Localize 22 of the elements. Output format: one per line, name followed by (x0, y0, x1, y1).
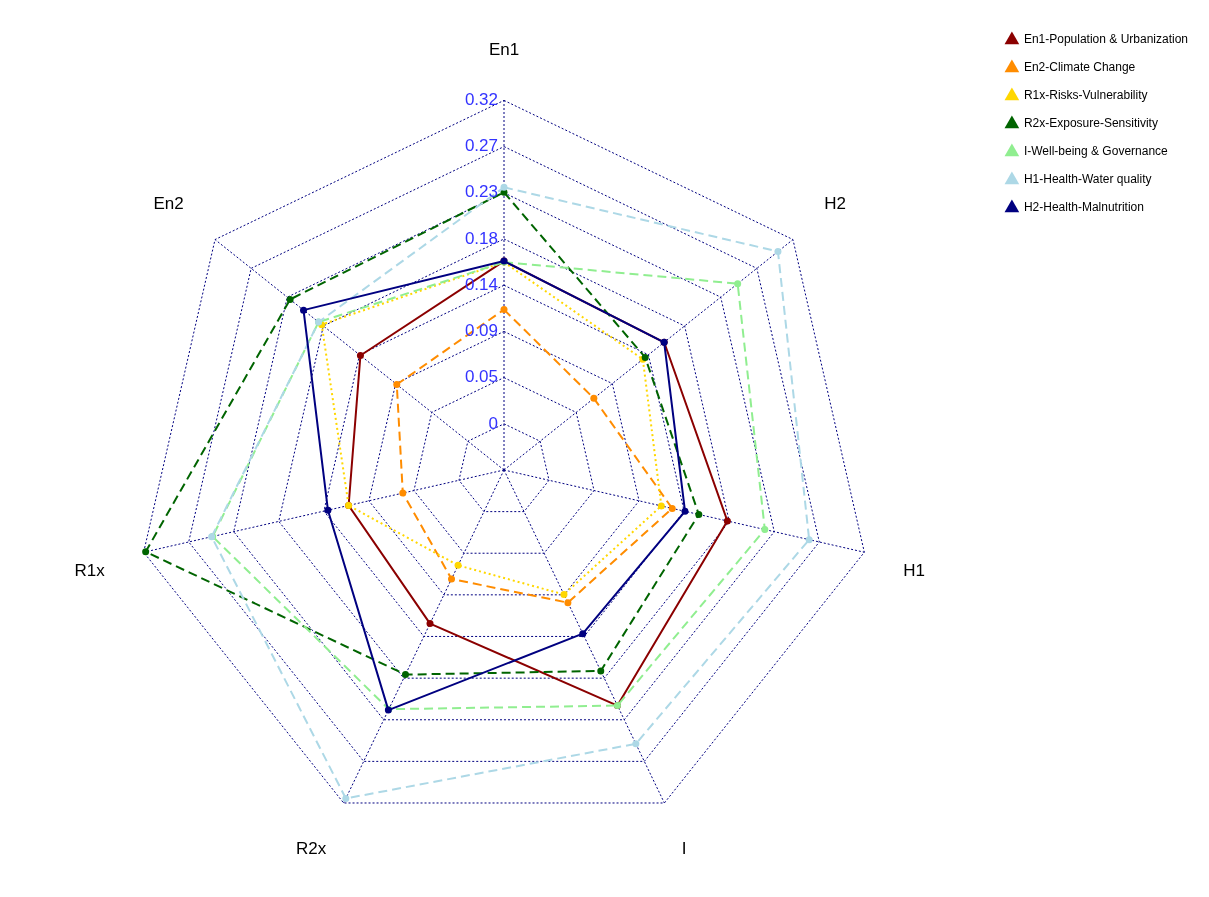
spoke-label: En2 (153, 194, 184, 214)
legend-label: I-Well-being & Governance (1023, 144, 1169, 159)
y-tick-label: 0.23 (464, 182, 498, 202)
spoke-label: H2 (824, 194, 846, 214)
legend-label: En2-Climate Change (1023, 60, 1136, 75)
legend-label: H2-Health-Malnutrition (1023, 200, 1144, 215)
spoke-label: En1 (488, 39, 520, 59)
legend-label: H1-Health-Water quality (1023, 172, 1152, 187)
legend-label: R1x-Risks-Vulnerability (1023, 88, 1148, 103)
spoke-label: H1 (903, 561, 926, 581)
legend-label: R2x-Exposure-Sensitivity (1023, 116, 1158, 131)
y-tick-label: 0.32 (464, 90, 498, 110)
y-tick-label: 0.27 (464, 136, 498, 156)
y-tick-label: 0.09 (464, 321, 498, 341)
y-tick-label: 0 (488, 413, 498, 433)
spoke-label: R2x (296, 838, 327, 858)
spoke-label: I (681, 838, 687, 858)
y-tick-label: 0.05 (464, 367, 498, 387)
y-tick-label: 0.18 (464, 228, 498, 248)
y-tick-label: 0.14 (464, 274, 498, 294)
spoke-label: R1x (74, 561, 106, 581)
legend-label: En1-Population & Urbanization (1023, 32, 1189, 47)
